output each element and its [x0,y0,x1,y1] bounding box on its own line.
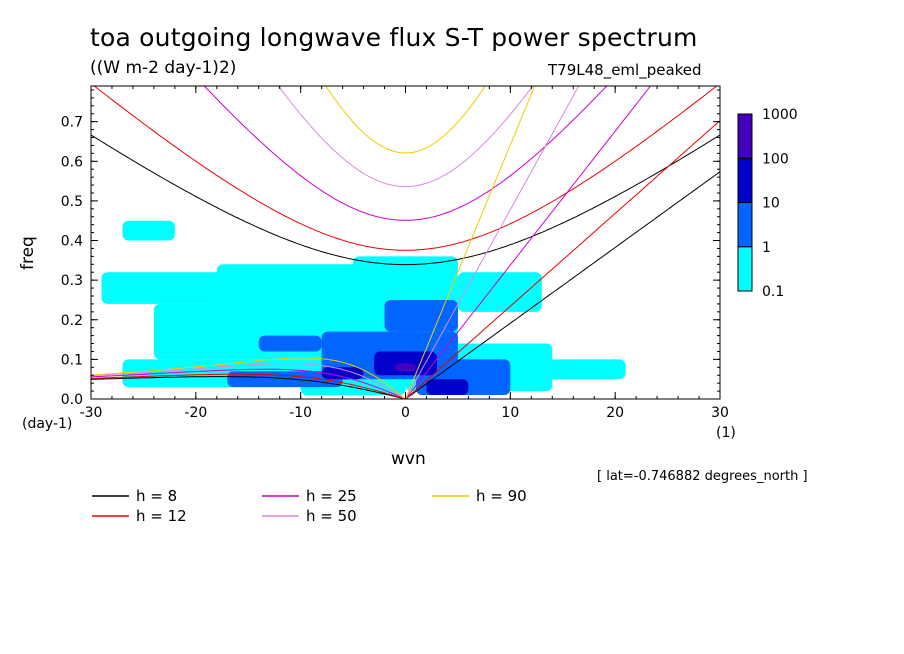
power-region [258,335,322,352]
dispersion-curve-ig [325,86,486,154]
colorbar-label: 1000 [762,107,798,123]
legend: h = 8 h = 12 h = 25 h = 50 h = 90 [92,487,527,525]
colorbar-label: 100 [762,151,789,167]
chart-title: toa outgoing longwave flux S-T power spe… [90,23,698,52]
x-tick-label: 0 [401,405,410,421]
colorbar-swatch [737,157,753,203]
colorbar-label: 1 [762,240,771,256]
dispersion-curve-kelvin [405,86,580,399]
power-region [384,299,458,332]
y-tick-label: 0.7 [61,115,83,131]
colorbar-swatch [737,202,753,248]
dispersion-curve-rossby [91,376,406,399]
x-tick-label: -30 [80,405,103,421]
power-region [457,272,542,312]
legend-label: h = 8 [136,487,177,505]
power-region [321,367,364,380]
dispersion-curve-kelvin [405,86,652,399]
y-tick-label: 0.2 [61,313,83,329]
dispersion-curve-rossby [91,368,406,399]
y-axis-units: (day-1) [22,416,73,432]
colorbar-swatch [737,246,753,292]
legend-label: h = 25 [306,487,357,505]
y-tick-label: 0.1 [61,352,83,368]
x-tick-label: -10 [289,405,312,421]
power-region [101,272,238,304]
legend-label: h = 90 [476,487,527,505]
dispersion-curve-ig [93,86,718,251]
dispersion-curve-rossby [91,363,406,399]
dispersion-curve-rossby [91,373,406,399]
y-tick-label: 0.0 [61,392,83,408]
y-tick-label: 0.4 [61,234,83,250]
x-tick-label: 10 [501,405,519,421]
colorbar-label: 10 [762,196,780,212]
dispersion-curve-ig [91,134,720,266]
power-region [541,359,626,380]
experiment-label: T79L48_eml_peaked [548,61,702,79]
dispersion-curve-kelvin [405,86,536,399]
dispersion-curve-rossby [91,357,406,399]
y-tick-label: 0.6 [61,154,83,170]
dispersion-curve-ig [277,86,534,187]
x-tick-label: 30 [711,405,729,421]
y-tick-label: 0.5 [61,194,83,210]
x-tick-label: 20 [606,405,624,421]
legend-label: h = 50 [306,507,357,525]
colorbar-swatch [737,113,753,159]
colorbar-label: 0.1 [762,284,784,300]
power-region [426,379,469,396]
power-region [216,264,375,320]
x-axis-label: wvn [391,449,426,469]
dispersion-curve-ig [203,86,608,221]
colorbar: 0.1 1 10 100 1000 [737,107,798,300]
dispersion-curve-kelvin [405,120,720,399]
chart-units: ((W m-2 day-1)2) [90,58,237,78]
y-tick-label: 0.3 [61,273,83,289]
power-region [395,363,416,372]
legend-label: h = 12 [136,507,187,525]
power-region [122,220,175,241]
dispersion-curve-kelvin [405,171,720,399]
x-axis-units: (1) [716,425,736,441]
power-region [227,371,343,388]
latitude-note: [ lat=-0.746882 degrees_north ] [597,469,808,484]
x-tick-label: -20 [184,405,207,421]
